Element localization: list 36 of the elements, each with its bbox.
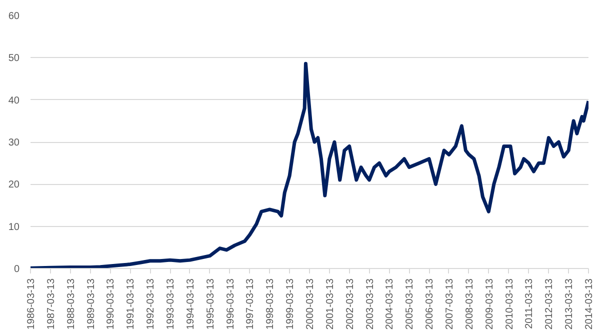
x-tick-label: 2012-03-13 <box>544 278 556 330</box>
x-tick-label: 2007-03-13 <box>444 278 456 330</box>
x-tick-label: 2010-03-13 <box>504 278 516 330</box>
x-tick-label: 2005-03-13 <box>404 278 416 330</box>
x-tick-label: 2008-03-13 <box>464 278 476 330</box>
x-tick-label: 1995-03-13 <box>205 278 216 330</box>
x-tick-label: 1999-03-13 <box>285 278 296 330</box>
x-tick-label: 1989-03-13 <box>86 278 97 330</box>
x-tick-label: 2009-03-13 <box>484 278 496 330</box>
x-tick-label: 1998-03-13 <box>265 278 276 330</box>
x-tick-label: 1991-03-13 <box>126 278 137 330</box>
x-tick-label: 1996-03-13 <box>225 278 236 330</box>
x-tick-label: 1994-03-13 <box>185 278 196 330</box>
y-tick-label: 30 <box>8 138 20 148</box>
x-tick-label: 1993-03-13 <box>166 278 177 330</box>
x-tick-label: 1987-03-13 <box>46 278 57 330</box>
y-tick-label: 50 <box>8 53 20 64</box>
x-tick-label: 1992-03-13 <box>146 278 157 330</box>
y-tick-label: 60 <box>8 11 20 22</box>
y-tick-label: 40 <box>8 95 20 106</box>
x-tick-label: 1997-03-13 <box>245 278 256 330</box>
x-tick-label: 1986-03-13 <box>26 278 37 330</box>
x-tick-label: 2001-03-13 <box>324 278 336 330</box>
x-tick-label: 2006-03-13 <box>424 278 436 330</box>
x-tick-label: 2013-03-13 <box>564 278 576 330</box>
x-tick-label: 1990-03-13 <box>106 278 117 330</box>
x-tick-label: 1988-03-13 <box>66 278 77 330</box>
y-tick-label: 0 <box>14 264 20 275</box>
y-tick-label: 20 <box>8 180 20 191</box>
x-tick-label: 2003-03-13 <box>364 278 376 330</box>
x-tick-label: 2014-03-13 <box>584 278 595 330</box>
x-tick-label: 2011-03-13 <box>524 278 536 329</box>
x-tick-label: 2000-03-13 <box>305 278 316 330</box>
y-tick-label: 10 <box>8 222 20 233</box>
x-tick-label: 2004-03-13 <box>384 278 396 330</box>
x-tick-label: 2002-03-13 <box>344 278 356 330</box>
